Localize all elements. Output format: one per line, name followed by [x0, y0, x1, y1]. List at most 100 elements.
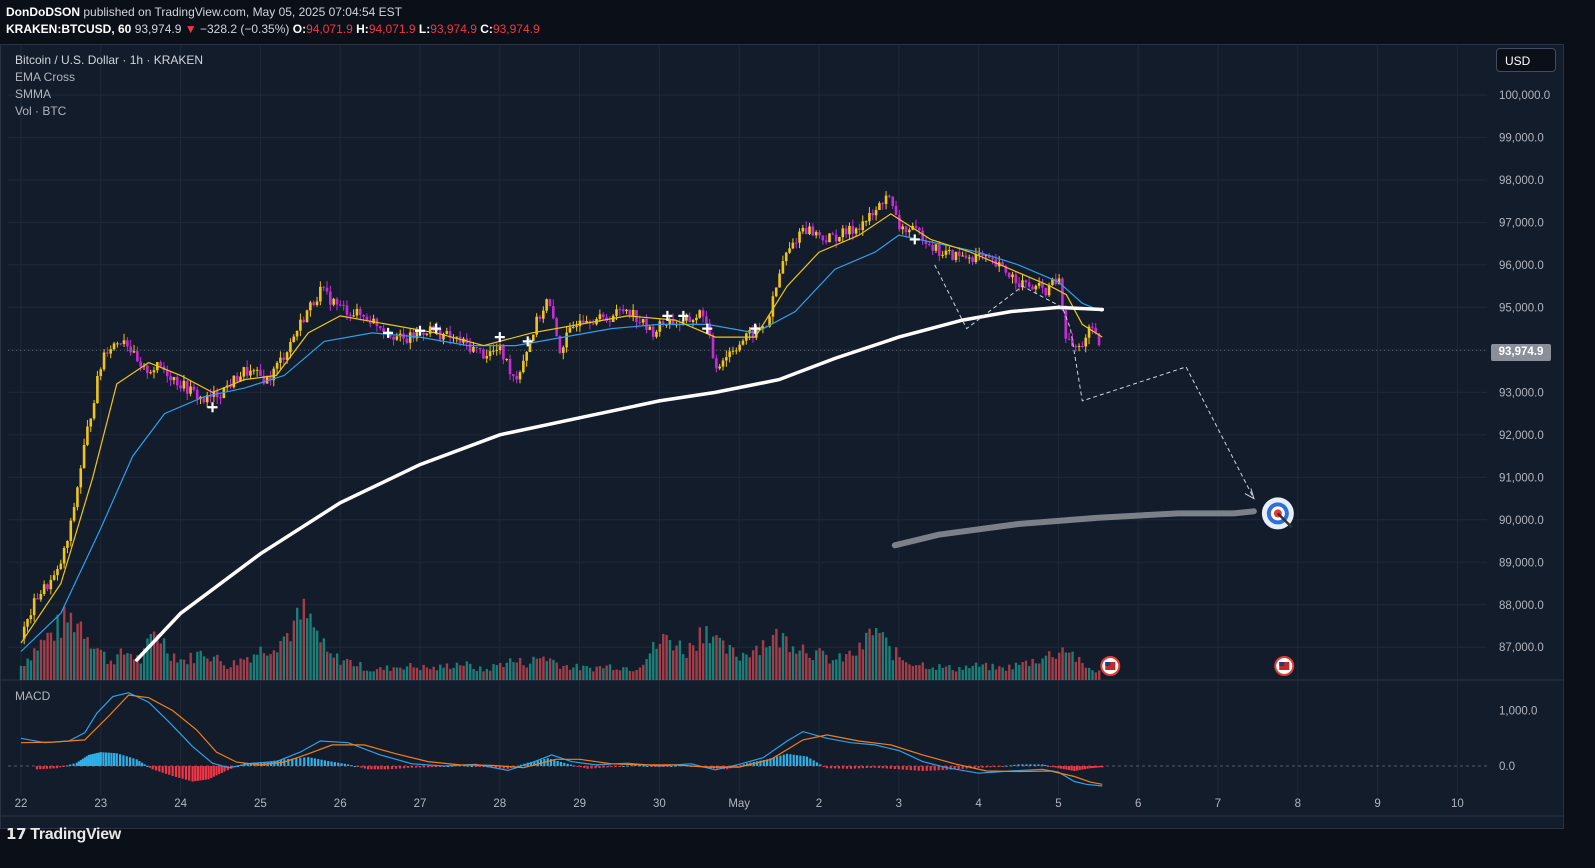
- legend-macd[interactable]: MACD: [15, 689, 51, 703]
- candle-body: [355, 308, 359, 316]
- volume-bar: [678, 640, 682, 680]
- volume-bar: [868, 628, 871, 680]
- macd-histogram-bar: [398, 766, 402, 769]
- legend-title[interactable]: Bitcoin / U.S. Dollar · 1h · KRAKEN: [15, 53, 204, 67]
- macd-histogram-bar: [553, 760, 556, 766]
- candle-body: [824, 240, 828, 243]
- legend-volume[interactable]: Vol · BTC: [15, 104, 67, 118]
- candle-body: [598, 314, 602, 319]
- macd-histogram-bar: [1075, 766, 1079, 771]
- macd-histogram-bar: [533, 761, 536, 766]
- candle-body: [395, 336, 399, 340]
- macd-histogram-bar: [865, 766, 868, 769]
- macd-histogram-bar: [164, 766, 168, 774]
- axes: 100,000.0 99,000.0 98,000.0 97,000.0 96,000.…: [15, 90, 1551, 810]
- volume-bar: [528, 663, 532, 680]
- candle-body: [332, 298, 335, 305]
- volume-bar: [429, 669, 432, 680]
- volume-bar: [891, 660, 895, 680]
- candle-body: [1001, 262, 1004, 266]
- macd-histogram-bar: [861, 766, 864, 769]
- macd-histogram-bar: [333, 762, 336, 766]
- legend-ema-cross[interactable]: EMA Cross: [15, 70, 76, 84]
- volume-bar: [1004, 670, 1008, 680]
- volume-bar: [375, 669, 379, 680]
- macd-axis-label: 0.0: [1499, 761, 1515, 773]
- candle-body: [718, 366, 721, 369]
- volume-bar: [312, 627, 316, 680]
- volume-bar: [66, 622, 69, 680]
- candle-body: [858, 228, 861, 231]
- legend-smma[interactable]: SMMA: [15, 87, 51, 101]
- volume-bar: [642, 664, 645, 680]
- candle-body: [851, 225, 855, 234]
- volume-bar: [89, 648, 93, 680]
- price-axis-label: 89,000.0: [1499, 557, 1544, 569]
- candle-body: [1017, 283, 1021, 287]
- candle-body: [1047, 285, 1051, 296]
- volume-bar: [73, 632, 76, 680]
- macd-histogram-bar: [897, 766, 900, 770]
- time-axis-label: 9: [1374, 798, 1380, 810]
- author-name[interactable]: DonDoDSON: [6, 5, 80, 19]
- volume-bar: [1011, 669, 1014, 680]
- candle-body: [954, 251, 958, 260]
- candle-body: [1074, 346, 1078, 348]
- macd-histogram-bar: [340, 763, 343, 766]
- currency-button[interactable]: USD: [1496, 48, 1556, 72]
- candle-body: [159, 362, 162, 367]
- volume-bar: [522, 665, 525, 680]
- grid-lines: [0, 45, 1564, 817]
- volume-bar: [921, 662, 924, 680]
- candle-body: [512, 374, 515, 377]
- volume-bar: [798, 650, 801, 680]
- macd-histogram-bar: [99, 752, 102, 766]
- time-axis-label: 26: [334, 798, 347, 810]
- macd-histogram-bar: [181, 766, 184, 779]
- macd-histogram-bar: [913, 766, 916, 771]
- candle-body: [648, 326, 652, 330]
- candle-body: [838, 237, 841, 242]
- candle-body: [86, 426, 89, 445]
- price-axis-label: 100,000.0: [1499, 90, 1550, 102]
- volume-bar: [518, 658, 522, 680]
- volume-bar: [226, 668, 229, 680]
- macd-histogram-bar: [809, 758, 812, 766]
- macd-histogram-bar: [536, 760, 539, 766]
- candle-body: [165, 369, 169, 377]
- macd-histogram-bar: [140, 762, 144, 766]
- macd-histogram-bar: [1065, 766, 1068, 770]
- candle-body: [801, 227, 805, 232]
- volume-bar: [1058, 652, 1061, 680]
- macd-histogram-bar: [470, 766, 473, 767]
- macd-histogram-bar: [434, 766, 438, 768]
- tradingview-logo[interactable]: 𝟭𝟳 TradingView: [6, 825, 121, 844]
- candle-body: [685, 316, 688, 321]
- volume-bar: [1038, 663, 1041, 680]
- candle-body: [931, 245, 934, 251]
- candle-body: [695, 317, 698, 321]
- candle-body: [811, 226, 815, 236]
- volume-bar: [901, 660, 905, 680]
- volume-bar: [498, 662, 502, 680]
- volume-bar: [1064, 652, 1068, 680]
- candle-body: [535, 316, 538, 335]
- macd-histogram-bar: [638, 765, 641, 767]
- macd-histogram-bar: [373, 766, 376, 770]
- volume-bar: [272, 650, 276, 680]
- time-axis-label: 2: [816, 798, 822, 810]
- candle-body: [1087, 326, 1091, 338]
- volume-bar: [455, 662, 459, 680]
- volume-bar: [971, 665, 974, 680]
- macd-histogram-bar: [383, 766, 386, 770]
- volume-bar: [286, 633, 289, 680]
- candle-body: [1061, 278, 1064, 311]
- macd-histogram-bar: [1089, 766, 1092, 769]
- volume-bar: [625, 667, 628, 680]
- volume-bar: [585, 666, 588, 680]
- macd-histogram-bar: [670, 766, 673, 767]
- volume-bar: [222, 665, 226, 680]
- macd-histogram-bar: [819, 764, 822, 766]
- volume-bar: [329, 653, 332, 680]
